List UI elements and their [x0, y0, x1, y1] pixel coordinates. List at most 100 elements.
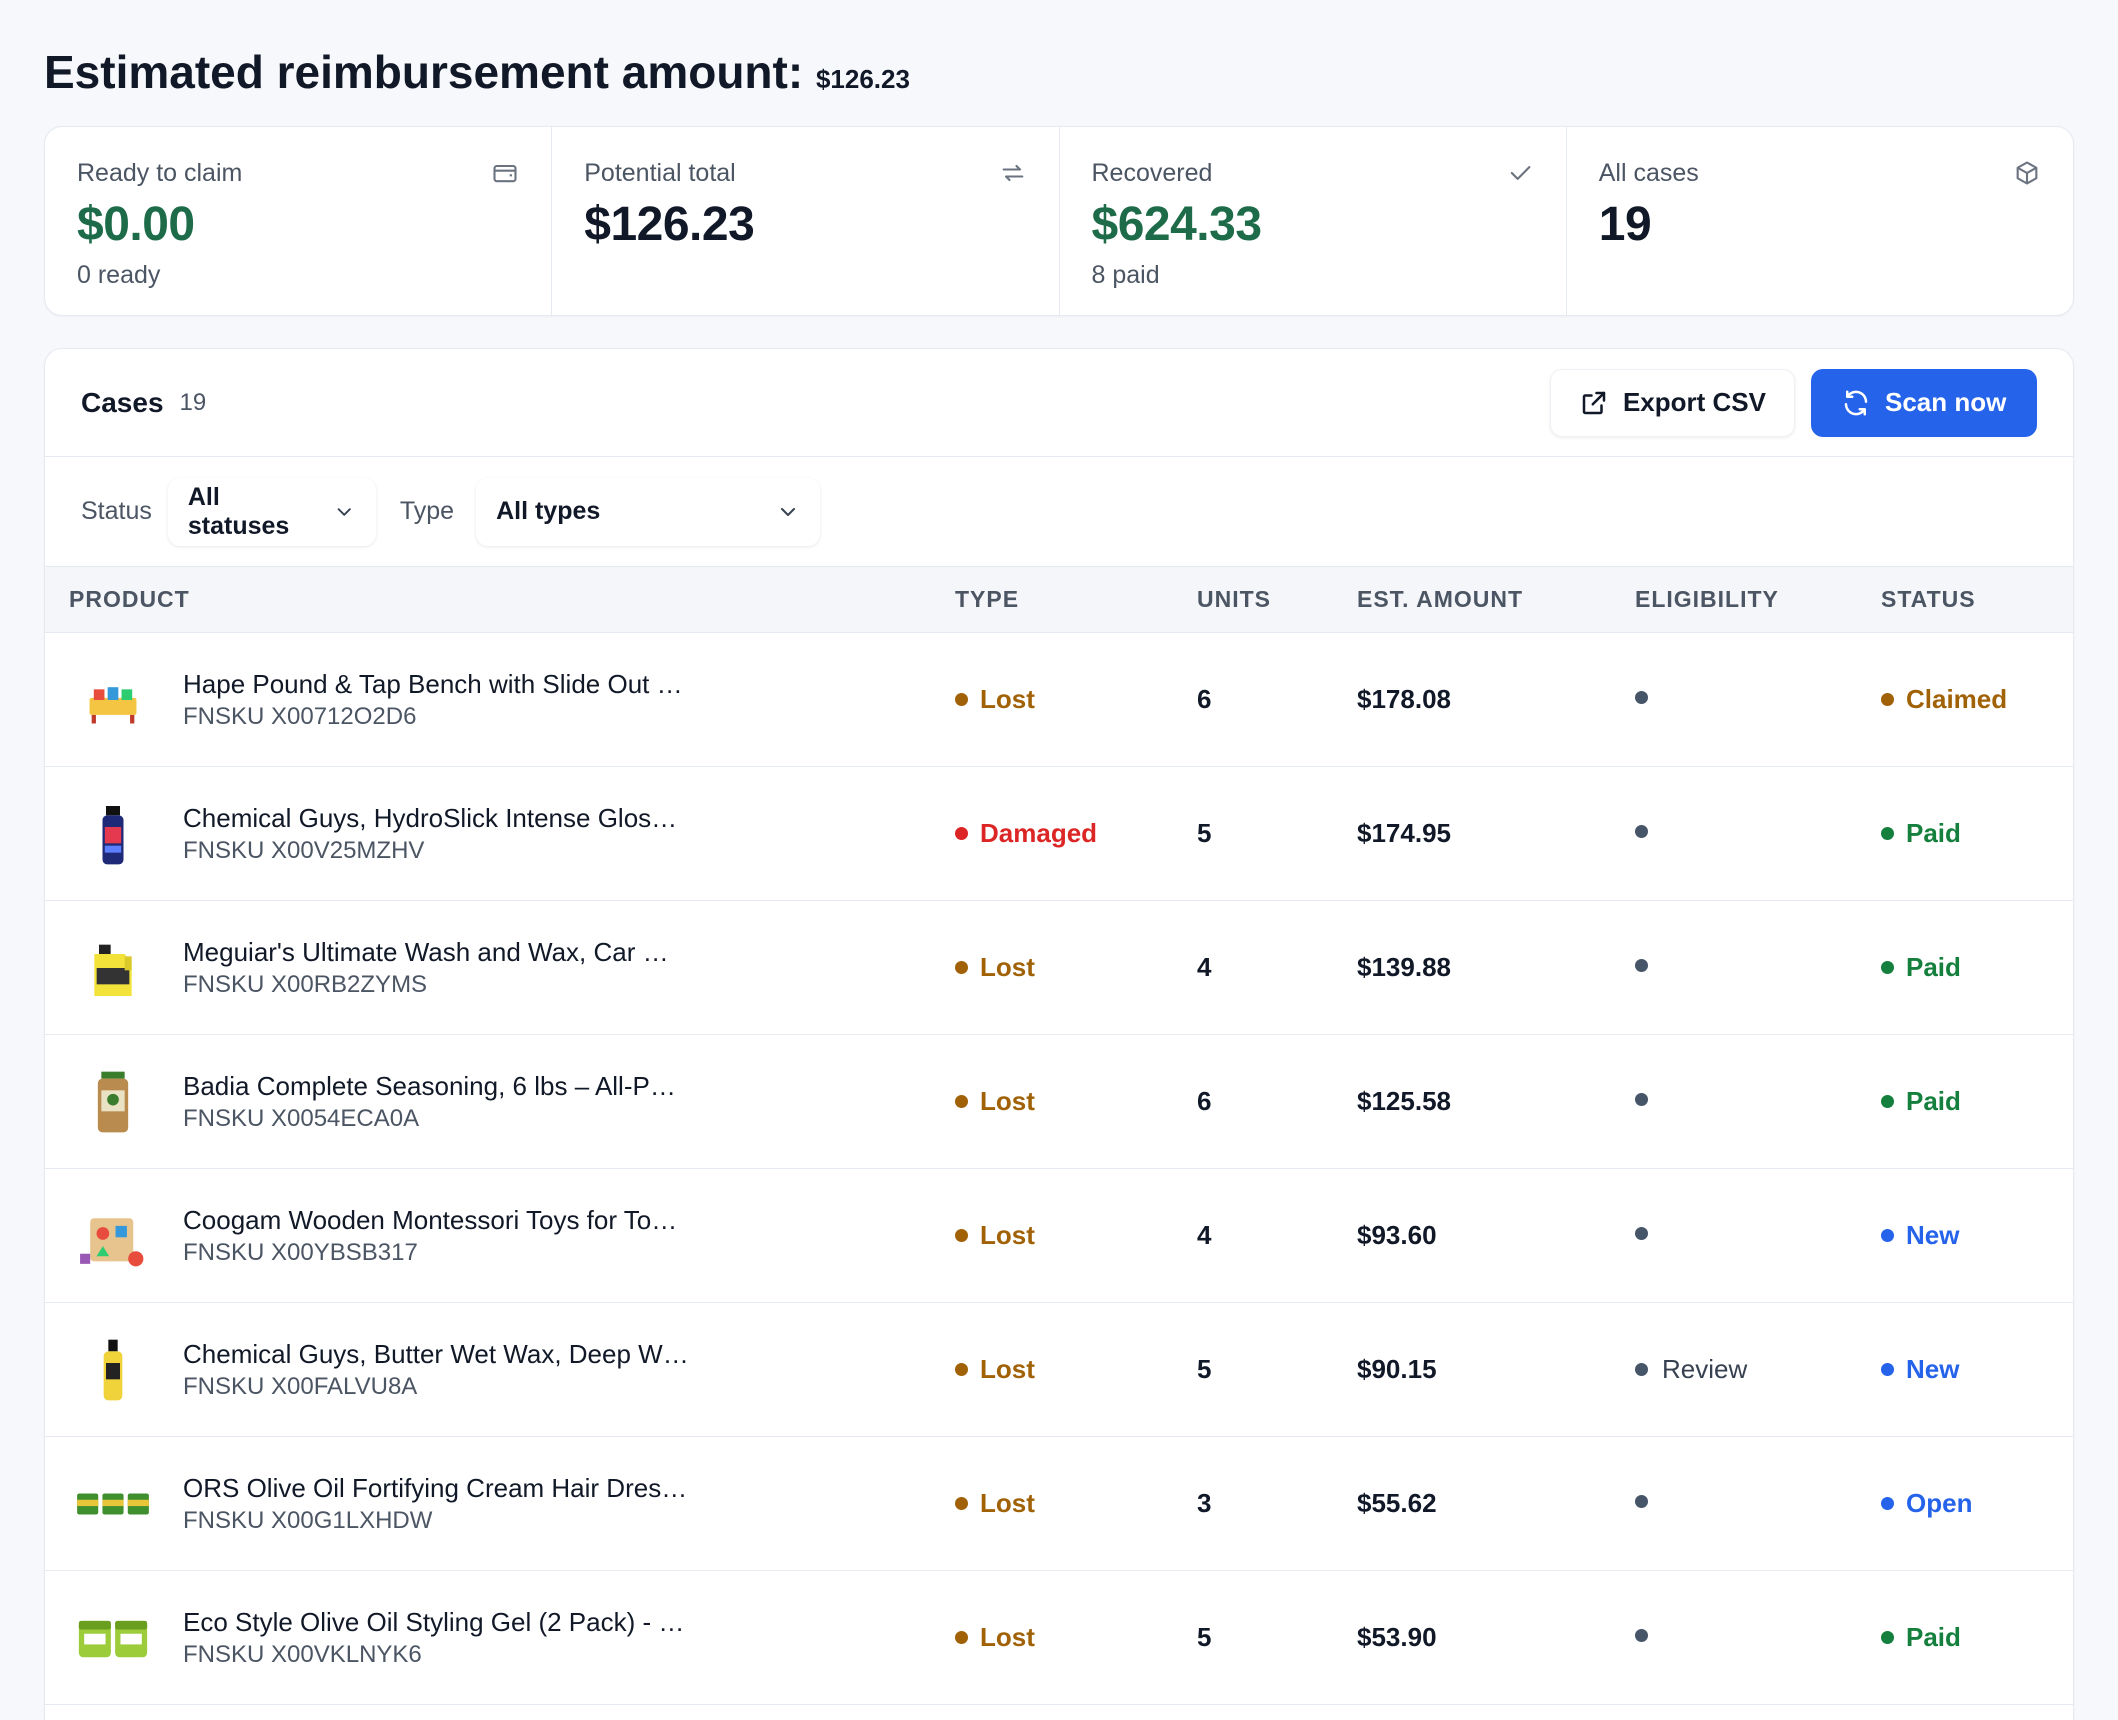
units-cell: 6 — [1197, 1086, 1212, 1116]
external-link-icon — [1582, 391, 1606, 414]
table-body: Hape Pound & Tap Bench with Slide Out … … — [45, 633, 2073, 1705]
status-badge: Open — [1881, 1488, 1972, 1519]
stat-value: 19 — [1598, 198, 1652, 251]
cases-header: Cases 19 Export CSV Scan now — [45, 349, 2073, 457]
cases-count: 19 — [179, 388, 207, 416]
product-name[interactable]: Chemical Guys, HydroSlick Intense Glos… — [183, 802, 678, 833]
type-text: Lost — [980, 1220, 1035, 1250]
table-row[interactable]: Coogam Wooden Montessori Toys for To… FN… — [45, 1169, 2073, 1303]
type-dot — [955, 1631, 968, 1644]
stat-label: Potential total — [584, 159, 736, 187]
type-select[interactable]: All types — [476, 477, 821, 546]
eligibility-dot — [1635, 958, 1648, 972]
product-name[interactable]: Coogam Wooden Montessori Toys for To… — [183, 1204, 678, 1235]
product-sku: FNSKU X00V25MZHV — [183, 836, 425, 864]
product-name[interactable]: Hape Pound & Tap Bench with Slide Out … — [183, 668, 683, 699]
stat-value: $126.23 — [584, 198, 755, 251]
eligibility-cell — [1635, 1628, 1881, 1647]
eligibility-dot — [1635, 1628, 1648, 1642]
col-units[interactable]: UNITS — [1197, 586, 1271, 612]
product-cell: ORS Olive Oil Fortifying Cream Hair Dres… — [45, 1460, 955, 1548]
status-badge: Paid — [1881, 1622, 1961, 1653]
product-thumbnail — [69, 790, 157, 878]
stat-label: Ready to claim — [77, 159, 243, 187]
product-name[interactable]: Badia Complete Seasoning, 6 lbs – All-P… — [183, 1070, 676, 1101]
product-sku: FNSKU X00RB2ZYMS — [183, 970, 428, 998]
status-cell: New — [1881, 1220, 2073, 1251]
stat-value: $624.33 — [1091, 198, 1263, 251]
table-row[interactable]: Chemical Guys, Butter Wet Wax, Deep W… F… — [45, 1303, 2073, 1437]
units-cell: 5 — [1197, 818, 1212, 848]
eligibility-dot — [1635, 1363, 1648, 1376]
product-name[interactable]: Meguiar's Ultimate Wash and Wax, Car … — [183, 936, 669, 967]
eligibility-cell: Review — [1635, 1354, 1881, 1385]
eligibility-cell — [1635, 1226, 1881, 1245]
units-cell: 3 — [1197, 1488, 1212, 1518]
table-row[interactable]: Eco Style Olive Oil Styling Gel (2 Pack)… — [45, 1571, 2073, 1705]
product-thumbnail — [69, 1192, 157, 1280]
eligibility-badge — [1635, 690, 1662, 704]
eligibility-badge — [1635, 824, 1662, 838]
col-eligibility[interactable]: ELIGIBILITY — [1635, 586, 1779, 612]
status-filter-label: Status — [81, 497, 152, 525]
units-cell: 6 — [1197, 684, 1212, 714]
product-cell: Meguiar's Ultimate Wash and Wax, Car … F… — [45, 924, 955, 1012]
table-row[interactable]: ORS Olive Oil Fortifying Cream Hair Dres… — [45, 1437, 2073, 1571]
type-badge: Lost — [955, 1220, 1035, 1251]
col-product[interactable]: PRODUCT — [69, 586, 190, 612]
amount-cell: $53.90 — [1357, 1622, 1437, 1652]
type-cell: Lost — [955, 1220, 1197, 1251]
type-text: Lost — [980, 684, 1035, 714]
status-dot — [1881, 961, 1894, 974]
status-text: Paid — [1906, 1622, 1961, 1652]
eligibility-cell — [1635, 958, 1881, 977]
product-name[interactable]: Eco Style Olive Oil Styling Gel (2 Pack)… — [183, 1606, 685, 1637]
type-cell: Lost — [955, 1488, 1197, 1519]
eligibility-badge — [1635, 1628, 1662, 1642]
col-amount[interactable]: EST. AMOUNT — [1357, 586, 1524, 612]
status-text: Claimed — [1906, 684, 2008, 714]
stats-cards: Ready to claim $0.00 0 ready Potential t… — [44, 126, 2074, 316]
product-sku: FNSKU X00FALVU8A — [183, 1372, 418, 1400]
status-badge: Paid — [1881, 1086, 1961, 1117]
table-row[interactable]: Meguiar's Ultimate Wash and Wax, Car … F… — [45, 901, 2073, 1035]
eligibility-dot — [1635, 824, 1648, 838]
export-csv-button[interactable]: Export CSV — [1549, 368, 1795, 437]
col-type[interactable]: TYPE — [955, 586, 1020, 612]
status-text: New — [1906, 1354, 1960, 1384]
product-name[interactable]: Chemical Guys, Butter Wet Wax, Deep W… — [183, 1338, 689, 1369]
wallet-icon — [493, 164, 517, 183]
stat-label: Recovered — [1091, 159, 1213, 187]
status-cell: Paid — [1881, 1086, 2073, 1117]
scan-now-button[interactable]: Scan now — [1811, 368, 2037, 437]
stat-recovered: Recovered $624.33 8 paid — [1060, 127, 1567, 315]
table-row[interactable]: Hape Pound & Tap Bench with Slide Out … … — [45, 633, 2073, 767]
product-thumbnail — [69, 1058, 157, 1146]
type-cell: Lost — [955, 684, 1197, 715]
product-cell: Chemical Guys, Butter Wet Wax, Deep W… F… — [45, 1326, 955, 1414]
status-cell: Open — [1881, 1488, 2073, 1519]
product-name[interactable]: ORS Olive Oil Fortifying Cream Hair Dres… — [183, 1472, 688, 1503]
scan-now-label: Scan now — [1885, 387, 2007, 417]
check-icon — [1510, 166, 1531, 180]
product-sku: FNSKU X00G1LXHDW — [183, 1506, 433, 1534]
status-cell: Claimed — [1881, 684, 2073, 715]
table-header: PRODUCT TYPE UNITS EST. AMOUNT ELIGIBILI… — [45, 567, 2073, 633]
filters-bar: Status All statuses Type All types — [45, 457, 2073, 567]
product-thumbnail — [69, 1460, 157, 1548]
type-cell: Lost — [955, 952, 1197, 983]
status-select[interactable]: All statuses — [167, 477, 376, 546]
col-status[interactable]: STATUS — [1881, 586, 1976, 612]
export-csv-label: Export CSV — [1622, 387, 1766, 417]
product-cell: Hape Pound & Tap Bench with Slide Out … … — [45, 656, 955, 744]
type-select-value: All types — [496, 497, 601, 525]
product-cell: Coogam Wooden Montessori Toys for To… FN… — [45, 1192, 955, 1280]
status-cell: Paid — [1881, 1622, 2073, 1653]
eligibility-text: Review — [1662, 1354, 1748, 1384]
table-row[interactable]: Badia Complete Seasoning, 6 lbs – All-P…… — [45, 1035, 2073, 1169]
table-row[interactable]: Chemical Guys, HydroSlick Intense Glos… … — [45, 767, 2073, 901]
status-dot — [1881, 1095, 1894, 1108]
product-thumbnail — [69, 1594, 157, 1682]
product-cell: Eco Style Olive Oil Styling Gel (2 Pack)… — [45, 1594, 955, 1682]
type-dot — [955, 827, 968, 840]
